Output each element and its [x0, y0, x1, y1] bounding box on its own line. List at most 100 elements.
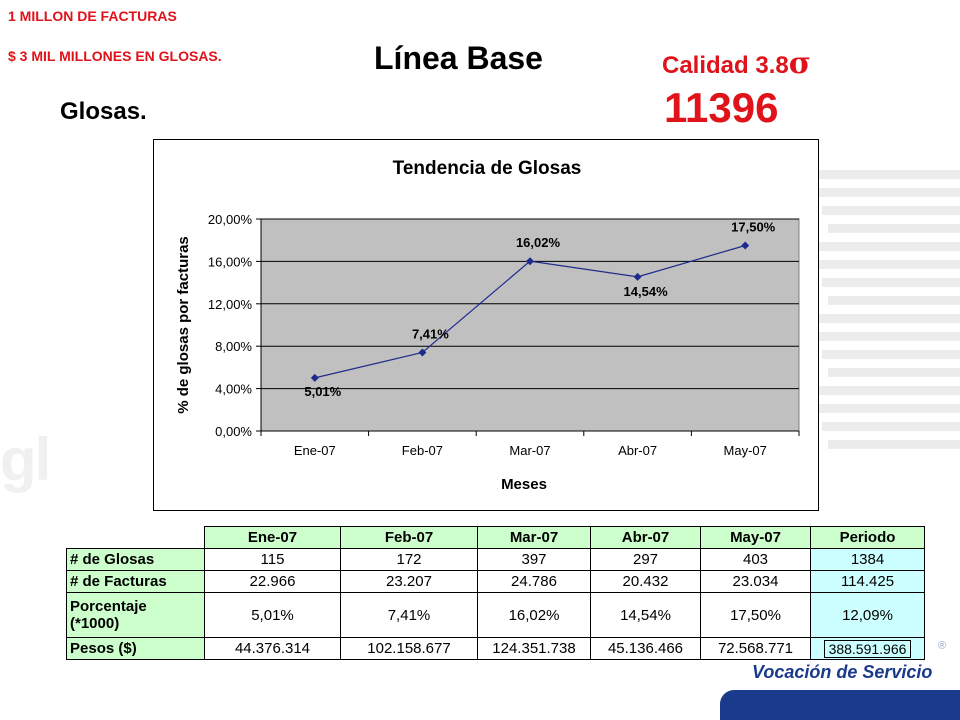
decorative-stripe [810, 170, 960, 179]
decorative-stripe [822, 350, 960, 359]
column-header: Abr-07 [590, 526, 701, 549]
footer-brand-bar [720, 690, 960, 720]
y-tick-label: 8,00% [215, 339, 252, 354]
decorative-stripe [816, 332, 960, 341]
background-watermark: gl [0, 426, 51, 493]
decorative-stripe [810, 242, 960, 251]
table-cell: 16,02% [477, 592, 591, 638]
decorative-stripe [822, 278, 960, 287]
data-point [633, 272, 642, 281]
x-tick-label: May-07 [724, 443, 767, 458]
table-cell: 297 [590, 548, 701, 571]
data-label: 14,54% [624, 284, 669, 299]
decorative-stripe [828, 368, 960, 377]
decorative-stripe [816, 260, 960, 269]
x-tick-label: Abr-07 [618, 443, 657, 458]
page-title: Línea Base [374, 40, 543, 76]
decorative-stripe [822, 206, 960, 215]
table-cell: 114.425 [810, 570, 925, 593]
table-cell: 403 [700, 548, 811, 571]
plot-area [260, 218, 800, 432]
data-label: 5,01% [304, 384, 341, 399]
data-point [741, 241, 750, 250]
section-label: Glosas. [60, 98, 147, 125]
chart-frame: Tendencia de Glosas 0,00% 4,00% 8,00% 12,00… [153, 139, 819, 511]
y-axis-title: % de glosas por facturas [175, 236, 192, 414]
sigma-big-number: 11396 [664, 84, 779, 131]
row-label: Porcentaje (*1000) [66, 592, 205, 638]
table-cell: 23.207 [340, 570, 478, 593]
table-cell: 45.136.466 [590, 637, 701, 660]
table-cell: 7,41% [340, 592, 478, 638]
decorative-stripe [822, 422, 960, 431]
calidad-text: Calidad 3.8 [662, 52, 789, 79]
y-tick-label: 12,00% [208, 297, 253, 312]
x-tick-label: Mar-07 [509, 443, 550, 458]
decorative-stripe [816, 404, 960, 413]
decorative-stripe [816, 188, 960, 197]
y-tick-label: 4,00% [215, 382, 252, 397]
row-label-line2: (*1000) [70, 615, 120, 632]
line-chart: Tendencia de Glosas 0,00% 4,00% 8,00% 12,00… [175, 158, 800, 493]
x-tick-label: Feb-07 [402, 443, 443, 458]
y-tick-label: 20,00% [208, 212, 253, 227]
table-row: Porcentaje (*1000) 5,01% 7,41% 16,02% 14… [66, 592, 925, 638]
column-header: May-07 [700, 526, 811, 549]
table-cell: 1384 [810, 548, 925, 571]
column-header: Mar-07 [477, 526, 591, 549]
table-cell: 124.351.738 [477, 637, 591, 660]
total-pesos-box: 388.591.966 [823, 639, 912, 658]
header-line-1: 1 MILLON DE FACTURAS [8, 8, 177, 24]
table-cell: 5,01% [204, 592, 341, 638]
data-point [526, 257, 534, 266]
table-row: # de Facturas 22.966 23.207 24.786 20.43… [66, 570, 925, 593]
table-cell: 20.432 [590, 570, 701, 593]
table-row: # de Glosas 115 172 397 297 403 1384 [66, 548, 925, 571]
y-tick-label: 16,00% [208, 254, 253, 269]
calidad-label: Calidad 3.8σ [662, 46, 811, 81]
glosas-table: Ene-07 Feb-07 Mar-07 Abr-07 May-07 Perio… [66, 526, 925, 660]
table-cell: 388.591.966 [810, 637, 925, 660]
sigma-symbol: σ [788, 46, 811, 81]
decorative-stripes [810, 170, 960, 470]
table-corner [67, 527, 205, 549]
chart-title: Tendencia de Glosas [393, 158, 582, 179]
row-label: Pesos ($) [66, 637, 205, 660]
column-header: Ene-07 [204, 526, 341, 549]
registered-mark: ® [938, 640, 947, 652]
decorative-stripe [828, 224, 960, 233]
table-cell: 397 [477, 548, 591, 571]
row-label: # de Glosas [66, 548, 205, 571]
table-row: Pesos ($) 44.376.314 102.158.677 124.351… [66, 637, 925, 660]
y-tick-label: 0,00% [215, 424, 252, 439]
table-cell: 115 [204, 548, 341, 571]
x-axis-title: Meses [501, 476, 547, 493]
table-cell: 23.034 [700, 570, 811, 593]
column-header: Feb-07 [340, 526, 478, 549]
table-cell: 102.158.677 [340, 637, 478, 660]
row-label-line1: Porcentaje [70, 598, 147, 615]
table-cell: 17,50% [700, 592, 811, 638]
table-cell: 12,09% [810, 592, 925, 638]
data-label: 7,41% [412, 326, 449, 341]
table-cell: 72.568.771 [700, 637, 811, 660]
table-cell: 172 [340, 548, 478, 571]
data-point [310, 373, 319, 382]
data-point [418, 348, 427, 357]
table-cell: 44.376.314 [204, 637, 341, 660]
data-label: 17,50% [731, 220, 776, 235]
data-label: 16,02% [516, 235, 561, 250]
table-header-row: Ene-07 Feb-07 Mar-07 Abr-07 May-07 Perio… [67, 526, 925, 549]
brand-slogan: Vocación de Servicio [752, 662, 933, 682]
table-cell: 24.786 [477, 570, 591, 593]
decorative-stripe [810, 386, 960, 395]
x-tick-label: Ene-07 [294, 443, 336, 458]
column-header: Periodo [810, 526, 925, 549]
decorative-stripe [828, 296, 960, 305]
decorative-stripe [810, 314, 960, 323]
table-cell: 14,54% [590, 592, 701, 638]
header-line-2: $ 3 MIL MILLONES EN GLOSAS. [8, 48, 222, 64]
row-label: # de Facturas [66, 570, 205, 593]
decorative-stripe [828, 440, 960, 449]
table-cell: 22.966 [204, 570, 341, 593]
